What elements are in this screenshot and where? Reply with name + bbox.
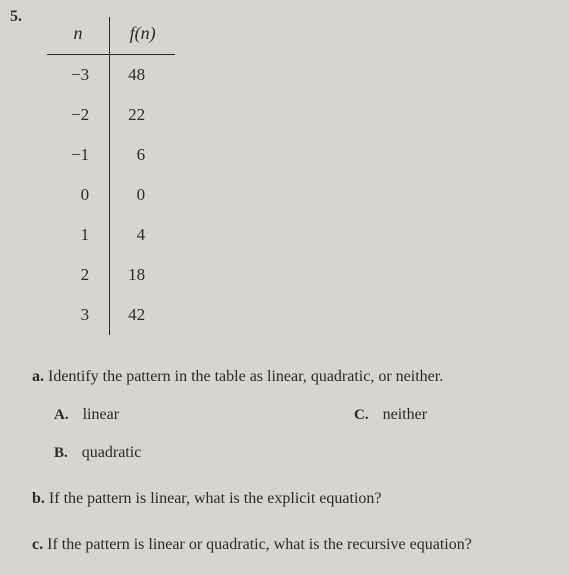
questions-section: a. Identify the pattern in the table as … [32,365,549,557]
option-b: B. quadratic [54,441,141,465]
question-a-label: a. [32,368,44,385]
option-b-text: quadratic [82,441,142,465]
header-fn-f: f [130,23,135,43]
cell-fn: 22 [110,95,176,135]
question-a-options: A. linear C. neither B. quadratic [54,403,549,465]
question-b-text: If the pattern is linear, what is the ex… [49,490,382,507]
option-a-text: linear [83,403,119,427]
cell-n: −3 [47,55,110,96]
question-a: a. Identify the pattern in the table as … [32,365,549,465]
table-row: 2 18 [47,255,175,295]
table-row: −2 22 [47,95,175,135]
option-c: C. neither [354,403,427,427]
question-b: b. If the pattern is linear, what is the… [32,487,549,511]
cell-n: 3 [47,295,110,335]
option-a-label: A. [54,404,69,427]
question-a-text: Identify the pattern in the table as lin… [48,368,443,385]
table-row: 0 0 [47,175,175,215]
header-n: n [47,17,110,55]
option-c-text: neither [383,403,427,427]
option-c-label: C. [354,404,369,427]
cell-fn: 4 [110,215,176,255]
question-number: 5. [10,8,22,26]
cell-fn: 0 [110,175,176,215]
table-row: −1 6 [47,135,175,175]
cell-fn: 42 [110,295,176,335]
header-fn-n: n [141,23,150,43]
header-fn: f(n) [110,17,176,55]
cell-fn: 48 [110,55,176,96]
function-table: n f(n) −3 48 −2 22 −1 6 0 0 1 4 [47,17,549,335]
cell-n: 1 [47,215,110,255]
cell-n: 0 [47,175,110,215]
table-row: 1 4 [47,215,175,255]
option-a: A. linear [54,403,119,427]
cell-fn: 6 [110,135,176,175]
option-b-label: B. [54,442,68,465]
cell-n: −1 [47,135,110,175]
cell-n: −2 [47,95,110,135]
cell-n: 2 [47,255,110,295]
table-row: 3 42 [47,295,175,335]
question-c-label: c. [32,536,43,553]
question-c-text: If the pattern is linear or quadratic, w… [47,536,472,553]
question-b-label: b. [32,490,45,507]
table-row: −3 48 [47,55,175,96]
cell-fn: 18 [110,255,176,295]
question-c: c. If the pattern is linear or quadratic… [32,533,549,557]
